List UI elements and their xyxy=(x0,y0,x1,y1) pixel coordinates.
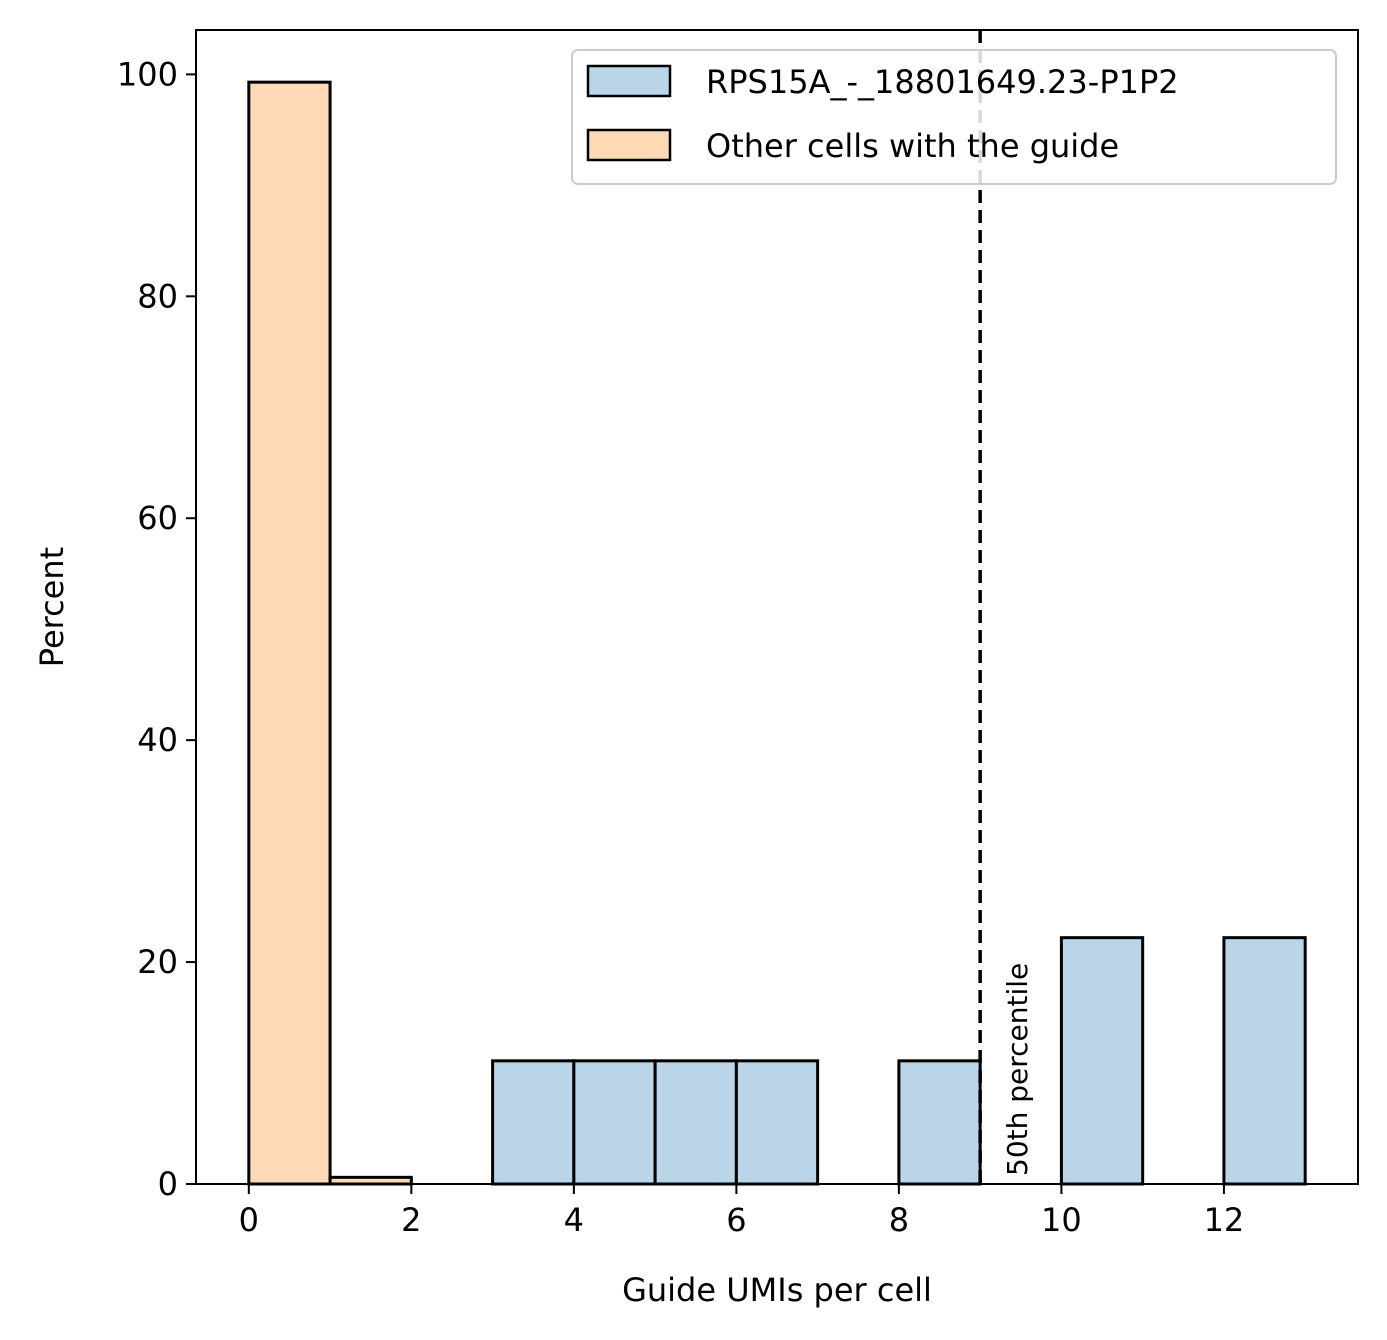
ticks-layer: 0 2 4 6 8 10 12 0 20 40 60 80 100 xyxy=(117,55,1244,1239)
percentile-label: 50th percentile xyxy=(1001,963,1034,1176)
axes-frame xyxy=(195,29,1359,1185)
y-tick-label: 80 xyxy=(137,277,178,315)
x-tick-label: 0 xyxy=(239,1201,259,1239)
legend-swatch xyxy=(586,64,672,98)
y-tick-label: 0 xyxy=(158,1165,178,1203)
x-tick-label: 10 xyxy=(1041,1201,1082,1239)
x-tick-label: 6 xyxy=(726,1201,746,1239)
x-tick-label: 12 xyxy=(1204,1201,1245,1239)
legend-swatch xyxy=(586,128,672,162)
y-tick-label: 60 xyxy=(137,499,178,537)
bar-series-0-bin-7 xyxy=(1059,936,1145,1186)
bar-series-0-bin-9 xyxy=(1222,936,1307,1186)
x-axis-label: Guide UMIs per cell xyxy=(622,1271,932,1309)
legend: RPS15A_-_18801649.23-P1P2 Other cells wit… xyxy=(571,49,1337,185)
legend-label: Other cells with the guide xyxy=(706,127,1119,165)
bar-series-1-bin-0 xyxy=(247,80,332,1186)
bar-series-0-bin-1 xyxy=(572,1059,657,1186)
bars-layer xyxy=(247,80,1307,1186)
legend-box xyxy=(571,49,1337,185)
percentile-line-layer: 50th percentile xyxy=(978,30,1034,1184)
x-tick-label: 4 xyxy=(564,1201,584,1239)
bar-series-0-bin-3 xyxy=(734,1059,820,1186)
y-tick-label: 100 xyxy=(117,55,178,93)
bar-series-0-bin-0 xyxy=(491,1059,576,1186)
x-tick-label: 2 xyxy=(401,1201,421,1239)
bar-series-0-bin-5 xyxy=(897,1059,982,1186)
y-axis-label: Percent xyxy=(33,547,71,667)
legend-label: RPS15A_-_18801649.23-P1P2 xyxy=(706,63,1179,101)
y-tick-label: 40 xyxy=(137,721,178,759)
x-tick-label: 8 xyxy=(889,1201,909,1239)
bar-series-0-bin-2 xyxy=(653,1059,738,1186)
y-tick-label: 20 xyxy=(137,943,178,981)
